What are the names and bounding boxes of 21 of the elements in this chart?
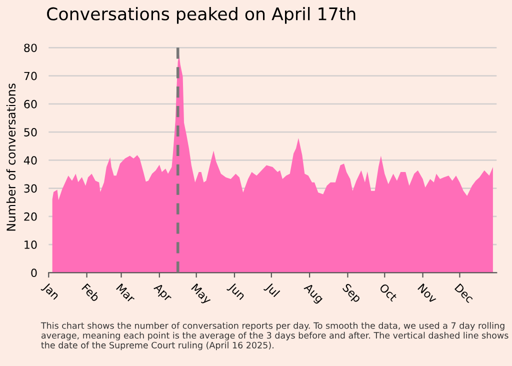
y-tick-label: 60	[24, 100, 37, 108]
y-axis-title: Number of conversations	[6, 84, 16, 231]
x-tick-label: Feb	[81, 283, 100, 302]
text: This chart shows the number of conversation reports per day. To smooth the data, we used a 7 day rolling average, meaning each point is the average of the 3 days before and after. The vertical dashed line shows the date of the Supreme Court ruling (April 16 2025).	[40, 322, 508, 350]
y-tick-label: 40	[24, 156, 37, 165]
y-tick-label: 30	[24, 184, 37, 193]
y-tick-label: 80	[24, 44, 37, 52]
x-tick-label: Oct	[379, 282, 398, 302]
x-tick-label: Jan	[40, 282, 60, 302]
y-tick-label: 70	[24, 72, 37, 80]
x-tick-label: Jun	[226, 282, 246, 302]
y-tick-label: 50	[24, 128, 37, 136]
x-tick-label: Mar	[116, 283, 136, 304]
chart-title: Conversations peaked on April 17th	[47, 6, 356, 24]
x-tick-label: Apr	[152, 282, 173, 304]
y-tick-label: 0	[31, 268, 37, 278]
x-tick-label: Sep	[340, 283, 362, 304]
y-tick-label: 20	[24, 212, 37, 221]
x-tick-label: Nov	[417, 283, 438, 304]
y-tick-label: 10	[24, 240, 37, 249]
x-tick-label: Jul	[263, 282, 280, 299]
